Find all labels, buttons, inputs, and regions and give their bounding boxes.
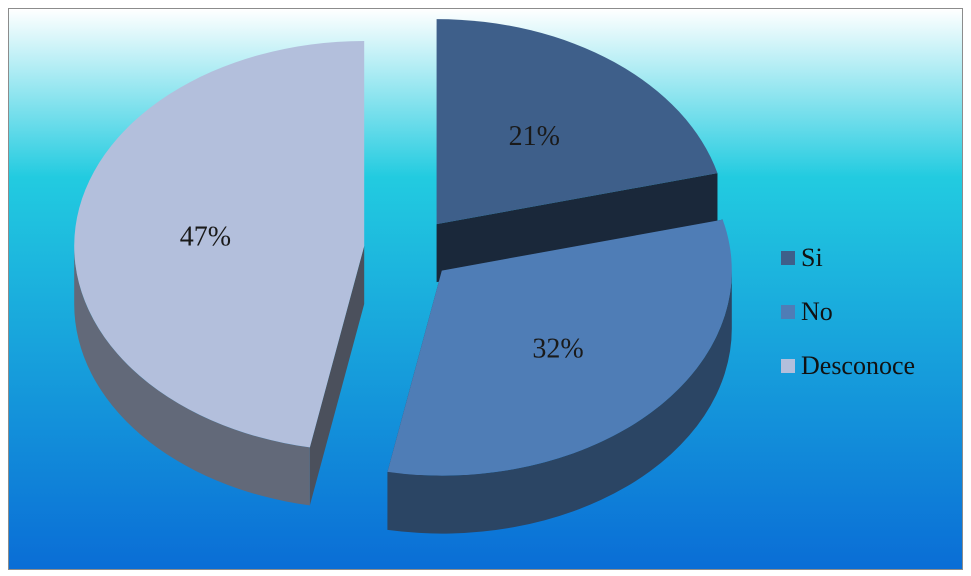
legend-swatch-desconoce bbox=[781, 359, 795, 373]
legend-swatch-si bbox=[781, 251, 795, 265]
data-label-si: 21% bbox=[509, 121, 560, 152]
legend-label-desconoce: Desconoce bbox=[801, 351, 916, 380]
legend-item-desconoce: Desconoce bbox=[781, 339, 915, 393]
pie-slice-top-si bbox=[436, 19, 718, 225]
legend-swatch-no bbox=[781, 305, 795, 319]
chart-legend: Si No Desconoce bbox=[781, 231, 915, 393]
legend-item-no: No bbox=[781, 285, 915, 339]
pie-slice-rim-desconoce-0 bbox=[74, 246, 310, 506]
data-label-desconoce: 47% bbox=[180, 221, 231, 252]
pie-slice-top-desconoce bbox=[74, 41, 365, 448]
pie-slice-no bbox=[387, 219, 732, 534]
pie-slice-si bbox=[436, 19, 718, 283]
pie-slice-wall-si-1 bbox=[436, 173, 718, 283]
legend-label-no: No bbox=[801, 297, 833, 326]
legend-item-si: Si bbox=[781, 231, 915, 285]
pie-slice-desconoce bbox=[74, 41, 365, 506]
pie-chart: 21% 32% 47% bbox=[9, 9, 962, 569]
data-label-no: 32% bbox=[532, 334, 583, 365]
pie-slice-rim-no-0 bbox=[387, 270, 732, 534]
pie-slice-top-no bbox=[387, 219, 732, 476]
chart-area: 21% 32% 47% Si No Desconoce bbox=[8, 8, 963, 570]
legend-label-si: Si bbox=[801, 243, 823, 272]
pie-slice-wall-desconoce-0 bbox=[309, 246, 365, 506]
